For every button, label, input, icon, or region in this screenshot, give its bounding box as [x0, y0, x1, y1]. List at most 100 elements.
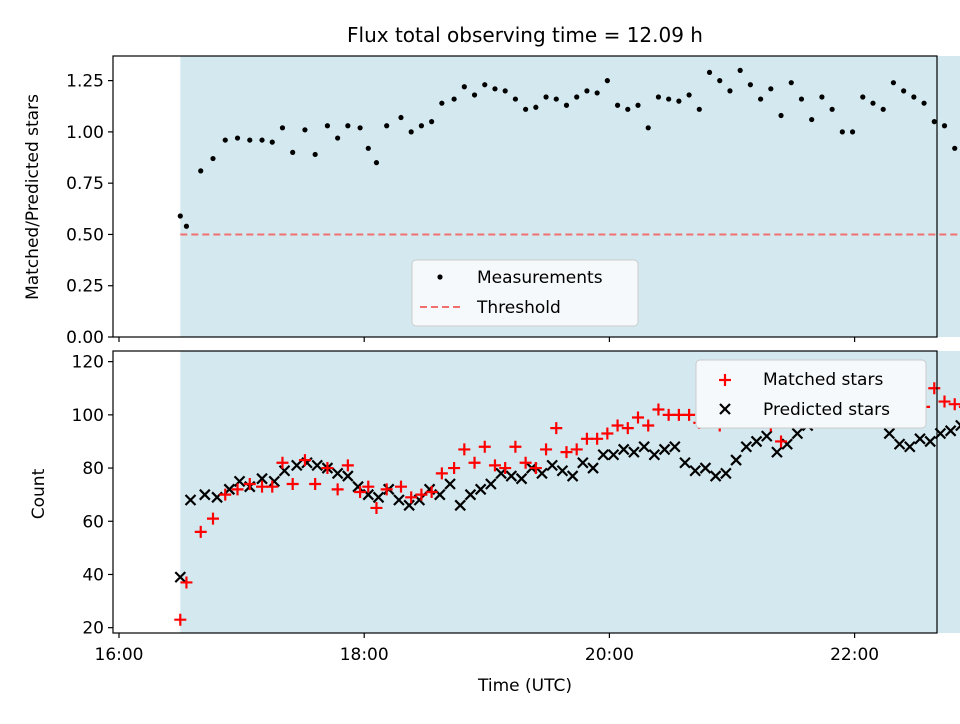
measurement-point	[222, 137, 228, 143]
measurement-point	[768, 86, 774, 92]
matched-star-point	[519, 456, 532, 469]
matched-star-point	[458, 443, 471, 456]
bottom-y-tick-label: 80	[82, 459, 104, 479]
matched-star-point	[435, 467, 448, 480]
predicted-star-point	[268, 475, 281, 488]
matched-star-point	[683, 408, 696, 421]
matched-star-point	[652, 403, 665, 416]
measurement-point	[290, 149, 296, 156]
predicted-star-point	[474, 483, 487, 496]
predicted-star-point	[658, 443, 671, 456]
measurement-point	[809, 116, 815, 123]
matched-star-point	[206, 512, 219, 525]
legend-threshold-label: Threshold	[476, 298, 561, 318]
matched-star-point	[425, 486, 438, 498]
top-legend-box	[411, 259, 639, 327]
predicted-star-point	[311, 459, 323, 472]
predicted-star-point	[278, 464, 291, 477]
predicted-star-point	[944, 425, 957, 437]
top-y-tick-label: 0.50	[66, 225, 104, 245]
measurement-point	[533, 104, 539, 110]
measurement-point	[931, 119, 937, 125]
predicted-star-point	[556, 464, 569, 477]
bottom-y-tick-label: 60	[82, 512, 104, 532]
measurement-point	[645, 125, 651, 131]
measurement-point	[604, 78, 610, 84]
measurement-point	[461, 84, 467, 90]
matched-star-point	[180, 576, 193, 589]
matched-star-point	[591, 432, 604, 445]
matched-star-point	[266, 480, 279, 493]
predicted-star-point	[903, 440, 916, 453]
predicted-star-point	[771, 446, 783, 458]
matched-star-point	[331, 483, 344, 496]
predicted-star-point	[587, 462, 599, 474]
predicted-star-point	[730, 454, 742, 466]
predicted-star-point	[536, 467, 548, 480]
matched-star-point	[928, 382, 941, 395]
measurement-point	[408, 129, 414, 135]
matched-star-point	[380, 483, 393, 496]
matched-star-point	[621, 422, 634, 435]
measurement-point	[870, 100, 876, 106]
measurement-point	[829, 106, 835, 112]
matched-star-point	[219, 488, 232, 501]
matched-star-point	[488, 459, 501, 472]
predicted-star-point	[352, 480, 364, 493]
x-axis-label: Time (UTC)	[477, 676, 572, 696]
predicted-star-point	[174, 571, 187, 583]
matched-star-point	[448, 462, 461, 475]
matched-star-point	[529, 462, 542, 475]
measurement-point	[523, 106, 529, 112]
predicted-star-point	[515, 472, 528, 485]
measurement-point	[839, 129, 845, 135]
matched-star-point	[580, 432, 593, 445]
predicted-star-point	[505, 470, 518, 482]
predicted-star-point	[577, 456, 589, 469]
matched-star-point	[309, 478, 322, 491]
measurement-point	[911, 94, 917, 100]
bottom-axes-frame	[112, 350, 938, 634]
matched-star-point	[415, 488, 428, 501]
matched-star-point	[672, 408, 685, 421]
measurement-point	[492, 86, 498, 92]
bottom-x-tick-label: 18:00	[340, 645, 389, 665]
measurement-point	[418, 123, 425, 129]
measurement-point	[880, 106, 886, 112]
bottom-x-tick-label: 22:00	[830, 645, 879, 665]
matched-star-point	[570, 443, 583, 456]
predicted-star-point	[393, 494, 405, 506]
legend-matched-marker	[719, 374, 731, 386]
predicted-star-point	[184, 494, 197, 506]
matched-star-point	[775, 435, 788, 448]
matched-star-point	[948, 398, 960, 411]
matched-star-point	[370, 501, 383, 514]
measurement-point	[384, 123, 390, 129]
measurement-point	[429, 119, 435, 125]
measurement-point	[373, 160, 380, 166]
measurement-point	[365, 145, 371, 151]
predicted-star-point	[760, 430, 773, 442]
bottom-x-tick-label: 20:00	[585, 645, 634, 665]
measurement-point	[183, 223, 190, 229]
top-y-tick-label: 1.25	[66, 72, 104, 92]
measurement-point	[563, 102, 570, 108]
measurement-point	[676, 98, 682, 104]
measurement-point	[594, 90, 600, 96]
predicted-star-point	[617, 443, 630, 456]
legend-predicted-marker	[719, 403, 731, 415]
top-legend: Measurements Threshold	[411, 259, 639, 327]
measurement-point	[798, 96, 805, 102]
matched-star-point	[321, 462, 334, 475]
predicted-star-point	[342, 470, 354, 482]
matched-star-point	[509, 440, 522, 453]
measurement-point	[666, 96, 672, 102]
measurement-point	[269, 139, 275, 145]
predicted-star-point	[669, 440, 681, 453]
matched-star-point	[499, 462, 512, 475]
figure-title: Flux total observing time = 12.09 h	[347, 23, 703, 47]
measurement-point	[819, 94, 825, 100]
measurement-point	[901, 88, 907, 94]
predicted-star-point	[699, 462, 712, 474]
predicted-star-point	[331, 467, 344, 480]
